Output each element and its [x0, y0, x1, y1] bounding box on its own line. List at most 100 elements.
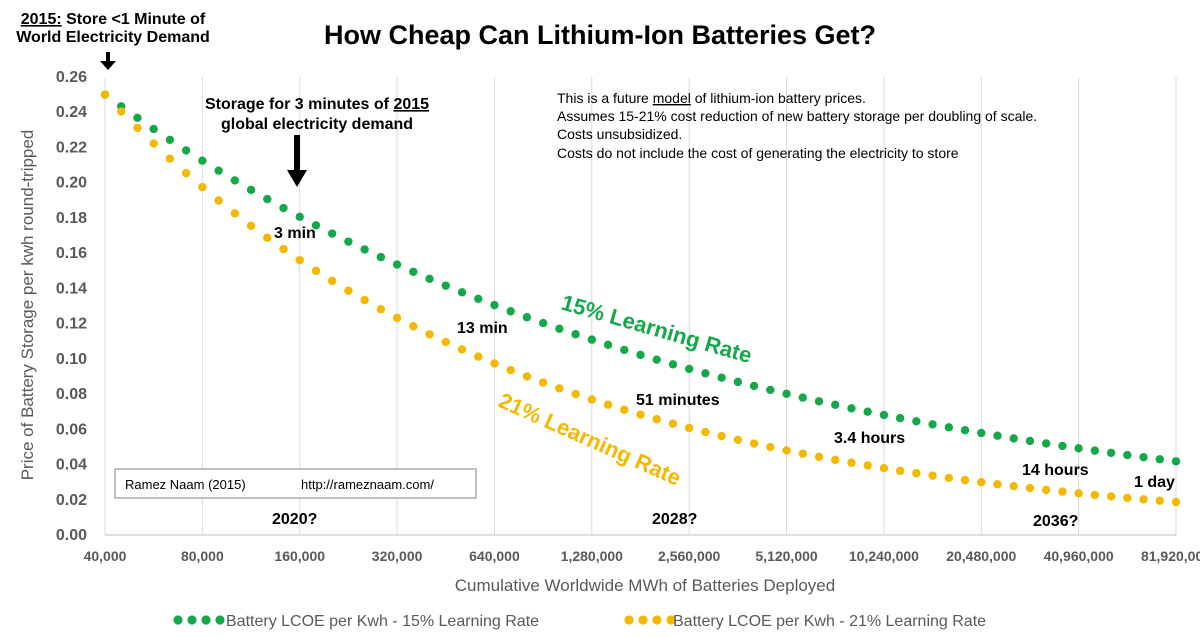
chart-title: How Cheap Can Lithium-Ion Batteries Get? — [324, 20, 876, 50]
annotation-2015-line2: World Electricity Demand — [16, 29, 210, 46]
data-point — [279, 203, 288, 213]
data-point — [198, 182, 207, 192]
data-point — [441, 337, 450, 347]
data-point — [1139, 453, 1148, 462]
data-point — [1090, 446, 1100, 455]
data-point — [1074, 489, 1083, 498]
data-point — [327, 276, 337, 286]
data-point — [1171, 497, 1181, 507]
data-point — [960, 475, 970, 485]
data-point — [603, 400, 613, 409]
data-point — [1041, 439, 1051, 448]
legend-dot — [624, 615, 634, 625]
data-point — [457, 345, 467, 354]
data-point — [555, 324, 564, 333]
x-tick-label: 80,000 — [181, 548, 224, 564]
data-point — [425, 274, 434, 284]
data-point — [214, 196, 223, 205]
y-tick-label: 0.20 — [56, 175, 87, 192]
data-point — [263, 194, 272, 204]
note-line-4: Costs do not include the cost of generat… — [557, 145, 959, 161]
data-point — [912, 469, 921, 478]
data-point — [376, 304, 386, 314]
annotation-storage-pre: Storage for 3 minutes of — [205, 96, 393, 113]
annotation-storage-line2: global electricity demand — [221, 116, 413, 133]
credit-name: Ramez Naam (2015) — [125, 477, 246, 492]
data-point — [684, 364, 694, 374]
data-point — [1171, 457, 1181, 466]
y-tick-label: 0.24 — [56, 104, 87, 121]
x-tick-label: 160,000 — [274, 548, 325, 564]
data-point — [392, 260, 402, 269]
data-point — [181, 146, 191, 155]
data-point — [620, 345, 629, 355]
data-point — [1106, 492, 1116, 501]
legend-dot — [666, 615, 676, 625]
x-tick-label: 5,120,000 — [755, 548, 817, 564]
data-point — [1123, 493, 1132, 503]
annotation-2015: 2015: Store <1 Minute of — [21, 11, 206, 28]
y-tick-label: 0.26 — [56, 69, 87, 86]
y-tick-label: 0.08 — [56, 386, 87, 403]
x-tick-label: 2,560,000 — [658, 548, 720, 564]
data-point — [814, 452, 824, 462]
credit-box: Ramez Naam (2015) http://rameznaam.com/ — [114, 468, 477, 499]
legend-marker-15 — [173, 615, 225, 625]
x-axis-label: Cumulative Worldwide MWh of Batteries De… — [455, 576, 835, 595]
y-tick-label: 0.12 — [56, 316, 87, 333]
data-point — [587, 335, 597, 344]
x-tick-label: 320,000 — [372, 548, 423, 564]
note-line-1-word: model — [653, 90, 691, 106]
data-point — [1058, 441, 1067, 451]
data-point — [863, 461, 872, 470]
data-point — [620, 405, 629, 414]
y-tick-label: 0.22 — [56, 139, 87, 156]
legend: Battery LCOE per Kwh - 15% Learning Rate… — [173, 613, 986, 630]
y-tick-label: 0.16 — [56, 245, 87, 262]
data-point — [944, 473, 954, 483]
y-tick-label: 0.14 — [56, 280, 87, 297]
data-point — [474, 294, 483, 304]
data-point — [993, 431, 1002, 440]
data-point — [928, 420, 937, 429]
data-point — [149, 124, 158, 134]
data-point — [165, 135, 175, 145]
marker-3-4-hours: 3.4 hours — [834, 430, 905, 447]
annotation-2015-year: 2015: — [21, 11, 62, 28]
data-point — [117, 107, 126, 116]
data-point — [798, 393, 807, 402]
x-tick-label: 81,920,000 — [1141, 548, 1200, 564]
data-point — [246, 221, 256, 230]
data-point — [782, 389, 791, 399]
data-point — [717, 373, 726, 382]
data-point — [490, 359, 499, 368]
data-point — [522, 313, 532, 322]
data-point — [928, 471, 937, 480]
data-point — [701, 369, 710, 378]
data-point — [733, 435, 743, 445]
data-point — [1074, 444, 1083, 453]
data-point — [798, 449, 807, 458]
data-point — [522, 372, 532, 381]
note-line-1-post: of lithium-ion battery prices. — [691, 90, 866, 106]
data-point — [181, 168, 191, 178]
data-point — [571, 389, 580, 399]
data-point — [1139, 495, 1148, 504]
data-point — [847, 404, 856, 413]
x-tick-labels: 40,000 80,000 160,000 320,000 640,000 1,280,0… — [84, 548, 1200, 564]
data-point — [587, 395, 597, 404]
data-point — [668, 419, 678, 428]
data-point — [425, 330, 434, 339]
data-point — [603, 340, 613, 350]
data-point — [1090, 490, 1100, 500]
legend-dot — [652, 615, 662, 625]
data-point — [1025, 483, 1035, 493]
data-point — [474, 352, 483, 361]
data-point — [457, 288, 467, 297]
data-point — [912, 417, 921, 426]
data-point — [668, 360, 678, 369]
marker-3-min: 3 min — [274, 225, 316, 242]
data-point — [1009, 434, 1018, 443]
x-tick-label: 1,280,000 — [561, 548, 623, 564]
